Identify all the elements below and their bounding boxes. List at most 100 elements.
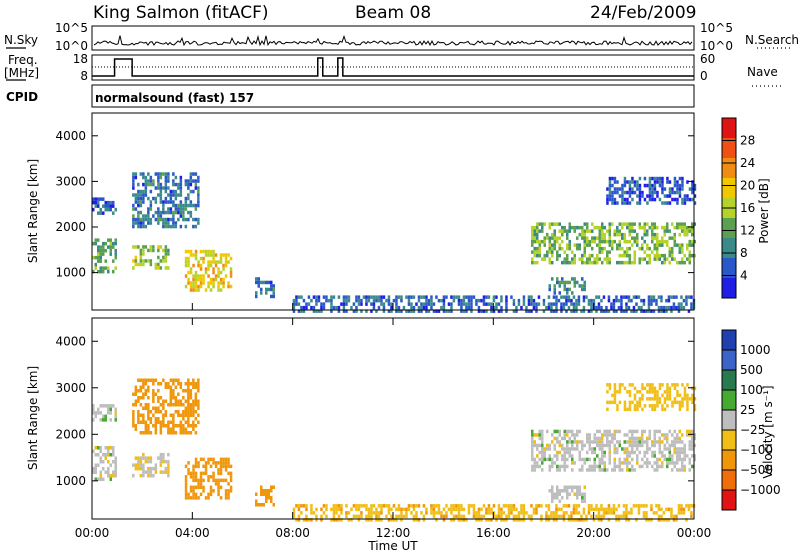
heatmap-cell: [132, 207, 135, 211]
heatmap-cell: [623, 457, 626, 462]
heatmap-cell: [102, 418, 105, 422]
heatmap-cell: [109, 241, 112, 246]
heatmap-cell: [593, 447, 596, 451]
heatmap-cell: [395, 514, 398, 519]
heatmap-cell: [611, 183, 614, 188]
heatmap-cell: [658, 257, 661, 261]
heatmap-cell: [568, 280, 571, 285]
heatmap-cell: [204, 270, 208, 275]
heatmap-cell: [578, 485, 581, 489]
heatmap-cell: [666, 243, 669, 247]
heatmap-cell: [265, 492, 268, 496]
heatmap-cell: [633, 429, 636, 434]
colorbar-swatch: [722, 138, 736, 159]
heatmap-cell: [425, 302, 428, 306]
heatmap-cell: [628, 253, 631, 258]
heatmap-cell: [626, 239, 629, 244]
heatmap-cell: [643, 454, 646, 458]
heatmap-cell: [487, 295, 491, 299]
heatmap-cell: [212, 260, 215, 264]
heatmap-cell: [147, 466, 150, 471]
cpid-panel: CPID normalsound (fast) 157: [6, 84, 695, 108]
heatmap-cell: [147, 473, 150, 478]
heatmap-cell: [593, 464, 596, 469]
velocity-x-ticks: 00:00 04:00 08:00 12:00 16:00 20:00 00:00: [75, 303, 711, 540]
heatmap-cell: [656, 180, 659, 184]
heatmap-cell: [551, 260, 554, 265]
heatmap-cell: [442, 302, 446, 306]
heatmap-cell: [475, 298, 478, 303]
heatmap-cell: [134, 392, 138, 396]
heatmap-cell: [164, 245, 168, 249]
heatmap-cell: [653, 436, 656, 441]
heatmap-cell: [621, 236, 624, 240]
heatmap-cell: [467, 295, 471, 299]
heatmap-cell: [685, 518, 688, 522]
heatmap-cell: [613, 461, 616, 465]
heatmap-cell: [571, 260, 574, 265]
heatmap-cell: [167, 207, 170, 211]
heatmap-cell: [154, 200, 158, 204]
heatmap-cell: [686, 383, 689, 387]
colorbar-swatch: [722, 258, 736, 279]
heatmap-cell: [159, 431, 163, 435]
heatmap-cell: [169, 217, 173, 222]
heatmap-cell: [505, 302, 508, 306]
heatmap-cell: [618, 468, 621, 472]
heatmap-cell: [157, 456, 160, 460]
heatmap-cell: [164, 466, 168, 471]
heatmap-cell: [345, 295, 348, 299]
heatmap-cell: [517, 298, 521, 303]
heatmap-cell: [661, 433, 664, 437]
heatmap-cell: [482, 298, 486, 303]
heatmap-cell: [395, 507, 398, 512]
heatmap-cell: [668, 390, 672, 394]
heatmap-cell: [530, 302, 533, 306]
heatmap-cell: [688, 253, 691, 258]
heatmap-cell: [542, 298, 546, 303]
heatmap-cell: [412, 295, 416, 299]
heatmap-cell: [536, 454, 539, 458]
heatmap-cell: [189, 253, 193, 257]
heatmap-cell: [681, 225, 684, 230]
heatmap-cell: [636, 183, 639, 188]
heatmap-cell: [638, 257, 641, 261]
heatmap-cell: [648, 433, 651, 437]
heatmap-cell: [636, 390, 639, 394]
heatmap-cell: [688, 440, 691, 444]
heatmap-cell: [638, 190, 642, 195]
heatmap-cell: [179, 200, 183, 204]
heatmap-cell: [149, 217, 153, 222]
heatmap-cell: [315, 514, 318, 519]
heatmap-cell: [668, 450, 671, 455]
heatmap-cell: [187, 217, 190, 222]
heatmap-cell: [657, 295, 661, 299]
heatmap-cell: [536, 229, 539, 233]
heatmap-cell: [631, 260, 634, 265]
heatmap-cell: [99, 456, 102, 460]
heatmap-cell: [553, 287, 556, 292]
heatmap-cell: [302, 305, 306, 310]
heatmap-cell: [144, 403, 148, 407]
heatmap-cell: [558, 492, 561, 496]
heatmap-cell: [591, 222, 594, 226]
heatmap-cell: [595, 309, 598, 313]
heatmap-cell: [192, 468, 195, 472]
heatmap-cell: [169, 196, 173, 201]
heatmap-cell: [174, 203, 178, 208]
heatmap-cell: [658, 397, 662, 401]
heatmap-cell: [635, 518, 638, 522]
heatmap-cell: [330, 295, 333, 299]
heatmap-cell: [164, 399, 168, 403]
heatmap-cell: [628, 260, 631, 265]
heatmap-cell: [623, 239, 626, 244]
heatmap-cell: [673, 386, 677, 391]
heatmap-cell: [653, 461, 656, 465]
heatmap-cell: [297, 302, 301, 306]
heatmap-cell: [671, 461, 674, 465]
heatmap-cell: [202, 489, 205, 493]
heatmap-cell: [688, 197, 692, 202]
heatmap-cell: [189, 281, 193, 285]
heatmap-cell: [673, 257, 676, 261]
heatmap-cell: [583, 496, 586, 500]
